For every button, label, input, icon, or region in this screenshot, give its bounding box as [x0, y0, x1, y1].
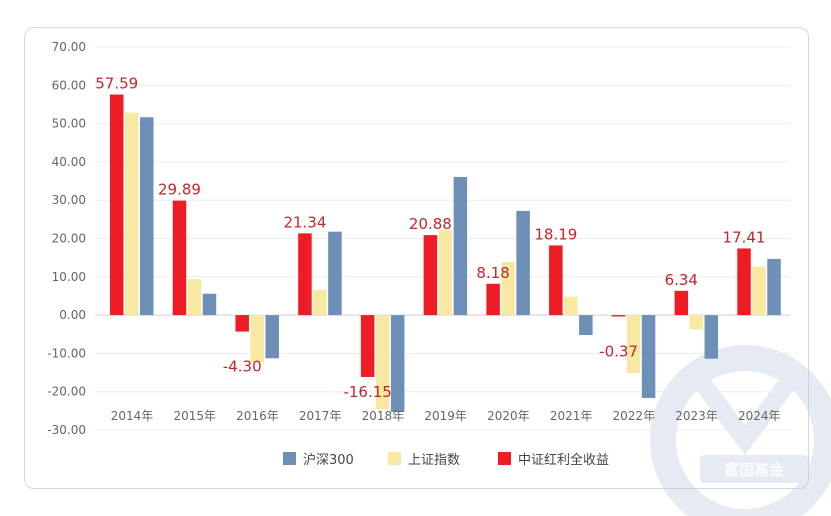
bar-hongli-2016 — [235, 315, 249, 332]
bar-hs300-2017 — [328, 231, 342, 316]
bar-hongli-2017 — [298, 233, 312, 316]
bar-shangzheng-2023 — [689, 315, 704, 330]
x-tick-label: 2023年 — [675, 409, 718, 423]
bar-hongli-2014 — [110, 94, 124, 316]
data-label: 57.59 — [95, 75, 138, 93]
y-tick-label: -10.00 — [47, 346, 86, 360]
bar-hs300-2020 — [516, 210, 530, 316]
bar-shangzheng-2018 — [375, 315, 390, 410]
y-tick-label: 40.00 — [52, 155, 86, 169]
bar-shangzheng-2024 — [752, 266, 766, 316]
data-label: 18.19 — [534, 225, 577, 243]
x-tick-label: 2019年 — [424, 409, 467, 423]
bar-hongli-2018 — [360, 315, 375, 377]
legend-label: 沪深300 — [303, 452, 354, 468]
bar-shangzheng-2014 — [125, 112, 139, 316]
legend-swatch — [388, 452, 401, 465]
bar-hongli-2015 — [172, 200, 187, 316]
bar-shangzheng-2022 — [626, 315, 641, 374]
bar-hs300-2014 — [140, 117, 154, 316]
bar-hs300-2021 — [579, 315, 593, 336]
bar-hs300-2024 — [767, 258, 781, 316]
x-tick-label: 2022年 — [613, 409, 656, 423]
data-label: 8.18 — [476, 264, 509, 282]
x-tick-label: 2016年 — [236, 409, 279, 423]
data-label: 21.34 — [283, 213, 326, 231]
chart-card — [24, 27, 809, 489]
x-tick-label: 2021年 — [550, 409, 593, 423]
y-tick-label: 30.00 — [52, 193, 86, 207]
bar-hs300-2023 — [704, 315, 719, 359]
data-label: 29.89 — [158, 181, 201, 199]
x-tick-label: 2014年 — [111, 409, 154, 423]
bar-hongli-2022 — [611, 315, 626, 317]
x-tick-label: 2017年 — [299, 409, 342, 423]
y-tick-label: 0.00 — [59, 308, 86, 322]
bar-hs300-2015 — [202, 293, 217, 316]
x-tick-label: 2015年 — [173, 409, 216, 423]
fuguo-fund-watermark-logo — [650, 345, 831, 516]
bar-shangzheng-2021 — [564, 296, 578, 316]
y-tick-label: -20.00 — [47, 385, 86, 399]
bar-hs300-2022 — [641, 315, 656, 398]
bar-hs300-2019 — [453, 176, 468, 316]
y-tick-label: 60.00 — [52, 78, 86, 92]
y-tick-label: 70.00 — [52, 40, 86, 54]
watermark-text: 富国基金 — [724, 461, 785, 479]
bar-hongli-2024 — [737, 248, 751, 316]
bar-hongli-2019 — [423, 235, 438, 316]
y-tick-label: 10.00 — [52, 270, 86, 284]
data-label: -16.15 — [343, 383, 391, 401]
legend-swatch — [283, 452, 296, 465]
x-tick-label: 2024年 — [738, 409, 781, 423]
y-tick-label: -30.00 — [47, 423, 86, 437]
bar-hs300-2016 — [265, 315, 279, 359]
bar-hongli-2020 — [486, 283, 500, 316]
bar-hongli-2021 — [549, 245, 563, 316]
data-label: -4.30 — [223, 358, 262, 376]
data-label: 17.41 — [723, 228, 766, 246]
bar-shangzheng-2015 — [187, 279, 202, 316]
x-tick-label: 2020年 — [487, 409, 530, 423]
bar-shangzheng-2016 — [250, 315, 264, 363]
bar-hs300-2018 — [390, 315, 405, 413]
y-tick-label: 20.00 — [52, 232, 86, 246]
bar-shangzheng-2020 — [501, 261, 515, 316]
bar-shangzheng-2019 — [438, 229, 453, 316]
bar-shangzheng-2017 — [313, 289, 327, 316]
data-label: 6.34 — [665, 271, 698, 289]
legend-label: 中证红利全收益 — [518, 452, 609, 468]
x-tick-label: 2018年 — [362, 409, 405, 423]
data-label: -0.37 — [599, 343, 638, 361]
y-tick-label: 50.00 — [52, 117, 86, 131]
legend-swatch — [498, 452, 511, 465]
data-label: 20.88 — [409, 215, 452, 233]
bar-hongli-2023 — [674, 290, 689, 316]
legend-label: 上证指数 — [408, 453, 460, 468]
